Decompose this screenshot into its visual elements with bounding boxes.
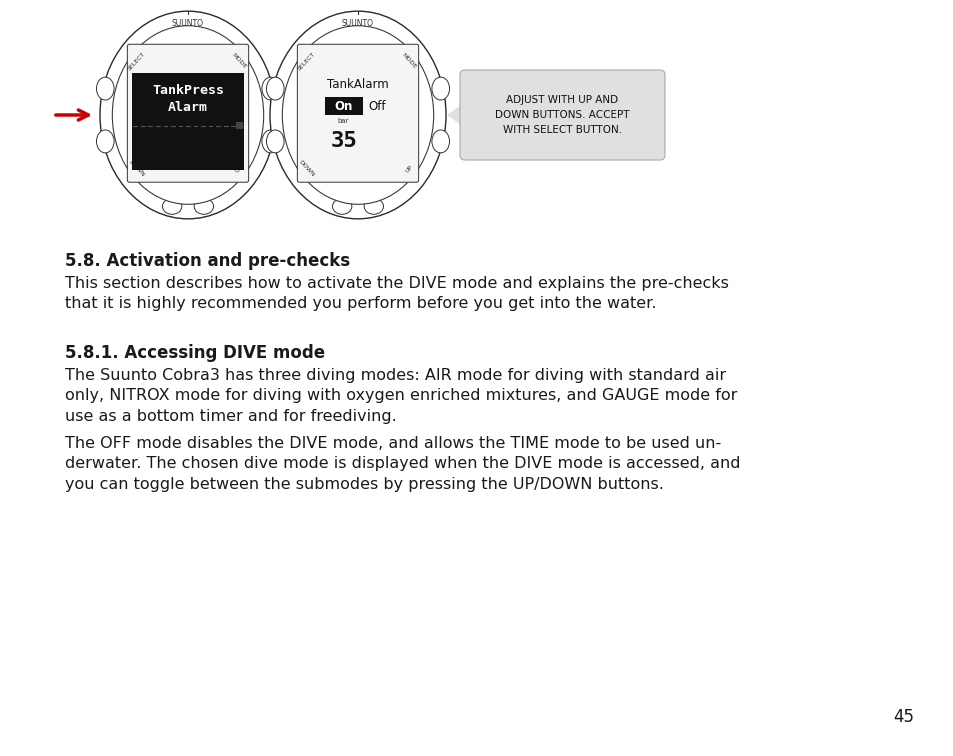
Ellipse shape bbox=[432, 130, 449, 153]
Text: The Suunto Cobra3 has three diving modes: AIR mode for diving with standard air
: The Suunto Cobra3 has three diving modes… bbox=[65, 368, 737, 424]
Text: TankPress: TankPress bbox=[152, 84, 224, 97]
Ellipse shape bbox=[262, 77, 279, 100]
Ellipse shape bbox=[282, 26, 434, 204]
Text: SELECT: SELECT bbox=[296, 51, 316, 71]
FancyBboxPatch shape bbox=[459, 70, 664, 160]
Bar bbox=[236, 122, 242, 129]
FancyBboxPatch shape bbox=[325, 98, 362, 115]
Text: Off: Off bbox=[368, 100, 385, 113]
Ellipse shape bbox=[162, 199, 182, 214]
Ellipse shape bbox=[266, 77, 284, 100]
Text: 35: 35 bbox=[330, 132, 357, 151]
Text: SELECT: SELECT bbox=[127, 51, 147, 71]
Polygon shape bbox=[447, 101, 467, 129]
Ellipse shape bbox=[364, 199, 383, 214]
Ellipse shape bbox=[100, 11, 275, 218]
Text: 45: 45 bbox=[892, 708, 913, 726]
Ellipse shape bbox=[432, 77, 449, 100]
Text: MODE: MODE bbox=[400, 52, 417, 70]
Text: ADJUST WITH UP AND
DOWN BUTTONS. ACCEPT
WITH SELECT BUTTON.: ADJUST WITH UP AND DOWN BUTTONS. ACCEPT … bbox=[495, 95, 629, 135]
Text: DOWN: DOWN bbox=[128, 160, 146, 178]
Ellipse shape bbox=[333, 199, 352, 214]
Text: 5.8. Activation and pre-checks: 5.8. Activation and pre-checks bbox=[65, 252, 350, 270]
Text: This section describes how to activate the DIVE mode and explains the pre-checks: This section describes how to activate t… bbox=[65, 276, 728, 311]
Text: MODE: MODE bbox=[231, 52, 247, 70]
Text: UP: UP bbox=[234, 164, 243, 174]
Ellipse shape bbox=[270, 11, 446, 218]
Text: The OFF mode disables the DIVE mode, and allows the TIME mode to be used un-
der: The OFF mode disables the DIVE mode, and… bbox=[65, 436, 740, 492]
Text: 5.8.1. Accessing DIVE mode: 5.8.1. Accessing DIVE mode bbox=[65, 344, 325, 362]
Text: Alarm: Alarm bbox=[168, 101, 208, 114]
FancyBboxPatch shape bbox=[297, 45, 418, 182]
Text: On: On bbox=[335, 100, 353, 113]
Ellipse shape bbox=[96, 77, 114, 100]
Text: SUUNTO: SUUNTO bbox=[172, 19, 204, 28]
Ellipse shape bbox=[194, 199, 213, 214]
Ellipse shape bbox=[266, 130, 284, 153]
Text: bar: bar bbox=[336, 118, 348, 124]
Text: DOWN: DOWN bbox=[297, 160, 315, 178]
Ellipse shape bbox=[96, 130, 114, 153]
Ellipse shape bbox=[112, 26, 263, 204]
Ellipse shape bbox=[262, 130, 279, 153]
Text: UP: UP bbox=[404, 164, 414, 174]
Text: SUUNTO: SUUNTO bbox=[341, 19, 374, 28]
Text: TankAlarm: TankAlarm bbox=[327, 78, 389, 91]
FancyBboxPatch shape bbox=[132, 73, 243, 169]
FancyBboxPatch shape bbox=[127, 45, 249, 182]
